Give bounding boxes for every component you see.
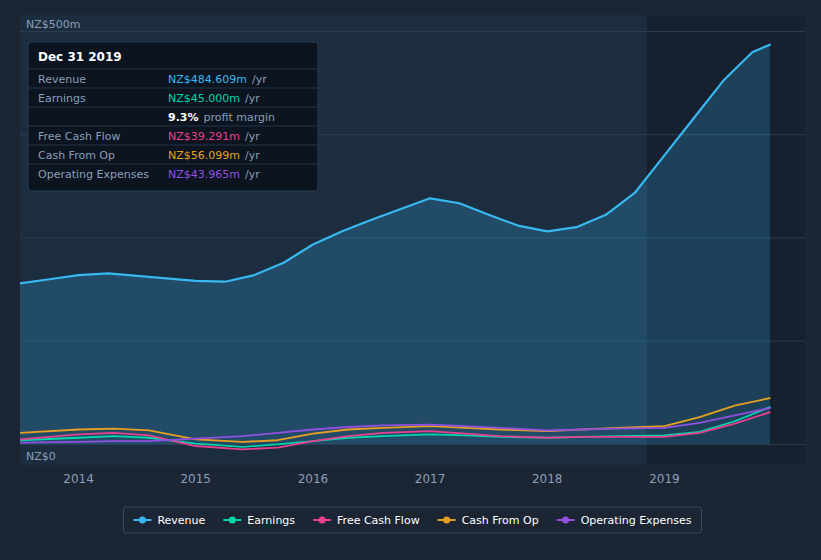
grid-line xyxy=(20,31,805,32)
x-tick-label: 2014 xyxy=(63,472,94,486)
x-tick-label: 2018 xyxy=(532,472,563,486)
chart: 2014 2015 2016 2017 2018 2019 NZ$500m NZ$0 Dec 3… xyxy=(0,0,821,560)
series-line xyxy=(20,398,770,442)
axis-annotation: NZ$500m xyxy=(26,18,80,31)
legend-item: Operating Expenses xyxy=(557,514,692,527)
series-line xyxy=(20,412,770,449)
legend-item: Free Cash Flow xyxy=(313,514,420,527)
background xyxy=(0,0,821,560)
legend-swatch-dot xyxy=(443,517,450,524)
legend-item: Cash From Op xyxy=(438,514,539,527)
x-tick-label: 2019 xyxy=(649,472,680,486)
info-box-divider xyxy=(28,164,318,165)
info-box-divider xyxy=(28,88,318,89)
info-box-unit: /yr xyxy=(245,130,260,143)
info-box-divider xyxy=(28,126,318,127)
axis-annotation: NZ$0 xyxy=(26,450,56,463)
info-box: Dec 31 2019 Revenue NZ$484.609m/yr Earnings… xyxy=(28,42,318,191)
info-box-label: Revenue xyxy=(38,73,86,86)
info-box-value: NZ$43.965m xyxy=(168,168,240,181)
legend-swatch-dot xyxy=(139,517,146,524)
info-box-divider xyxy=(28,145,318,146)
info-box-title: Dec 31 2019 xyxy=(38,50,122,64)
legend: Revenue Earnings Free Cash Flow Cash From O… xyxy=(123,507,701,533)
info-box-label: Free Cash Flow xyxy=(38,130,121,143)
legend-frame xyxy=(123,507,701,533)
legend-label: Revenue xyxy=(157,514,205,527)
info-box-label: Cash From Op xyxy=(38,149,115,162)
info-box-unit: /yr xyxy=(245,149,260,162)
info-box-value: NZ$484.609m xyxy=(168,73,247,86)
legend-swatch-dot xyxy=(229,517,236,524)
legend-swatch-dot xyxy=(562,517,569,524)
x-tick-label: 2017 xyxy=(415,472,446,486)
plot-area xyxy=(20,15,805,465)
legend-label: Cash From Op xyxy=(462,514,539,527)
info-box-unit: /yr xyxy=(245,168,260,181)
info-box-label: Earnings xyxy=(38,92,86,105)
info-box-value: NZ$45.000m xyxy=(168,92,240,105)
info-box-unit: /yr xyxy=(245,92,260,105)
legend-item: Revenue xyxy=(133,514,205,527)
info-box-divider xyxy=(28,107,318,108)
legend-swatch-dot xyxy=(319,517,326,524)
info-box-value: NZ$56.099m xyxy=(168,149,240,162)
x-tick-label: 2015 xyxy=(180,472,211,486)
plot-background xyxy=(20,15,805,465)
series-line xyxy=(20,408,770,443)
info-box-value: 9.3% xyxy=(168,111,199,124)
info-box-label: Operating Expenses xyxy=(38,168,149,181)
info-box-frame xyxy=(28,42,318,191)
x-tick-label: 2016 xyxy=(298,472,329,486)
info-box-value: NZ$39.291m xyxy=(168,130,240,143)
info-box-divider xyxy=(28,69,318,70)
legend-item: Earnings xyxy=(223,514,295,527)
legend-label: Earnings xyxy=(247,514,295,527)
legend-label: Operating Expenses xyxy=(581,514,692,527)
info-box-unit: /yr xyxy=(252,73,267,86)
legend-label: Free Cash Flow xyxy=(337,514,420,527)
info-box-unit: profit margin xyxy=(204,111,276,124)
